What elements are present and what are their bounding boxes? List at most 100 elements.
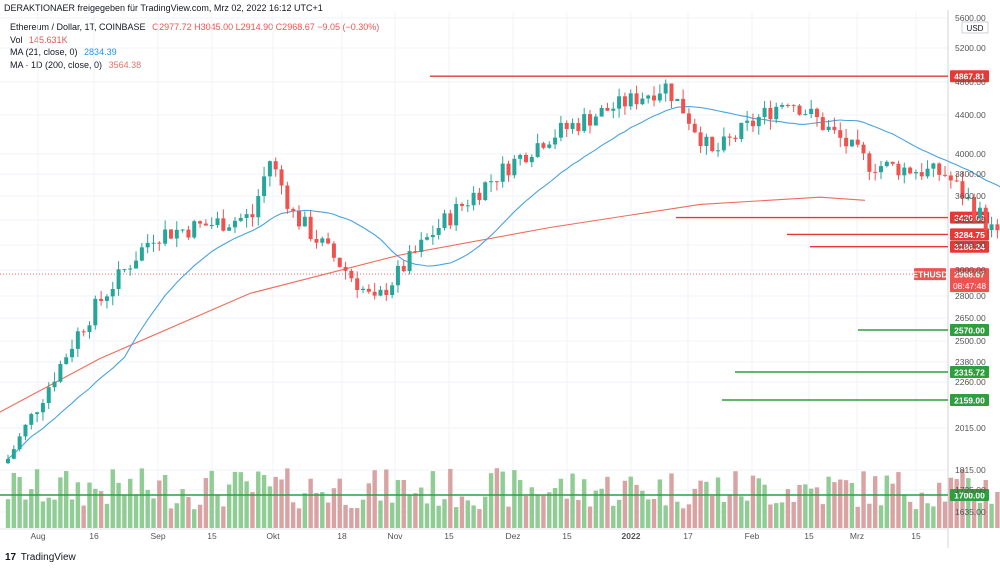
volume-bar bbox=[535, 494, 540, 528]
volume-bar bbox=[308, 478, 313, 528]
candle-body bbox=[361, 288, 366, 291]
volume-bar bbox=[104, 503, 110, 528]
candle-body bbox=[128, 268, 133, 270]
candle-body bbox=[285, 185, 290, 209]
candle-body bbox=[250, 214, 255, 218]
candle-body bbox=[657, 93, 662, 101]
candle-body bbox=[40, 403, 45, 413]
candle-body bbox=[384, 289, 389, 296]
volume-bar bbox=[355, 508, 360, 528]
candle-body bbox=[145, 242, 150, 248]
candle-body bbox=[756, 117, 761, 127]
price-tick-label: 1725.00 bbox=[955, 485, 986, 495]
volume-bar bbox=[290, 502, 296, 528]
volume-bar bbox=[715, 477, 721, 528]
volume-bar bbox=[657, 479, 663, 528]
time-tick-label: 15 bbox=[562, 531, 572, 541]
candle-body bbox=[710, 136, 715, 151]
candle-body bbox=[884, 161, 889, 167]
volume-bar bbox=[186, 497, 191, 528]
candle-body bbox=[500, 163, 505, 182]
volume-bar bbox=[552, 487, 558, 528]
candle-body bbox=[454, 203, 459, 226]
volume-bar bbox=[494, 468, 500, 528]
legend-ma21-row: MA (21, close, 0) 2834.39 bbox=[10, 46, 379, 59]
candle-body bbox=[291, 208, 296, 211]
volume-bar bbox=[721, 502, 727, 528]
volume-bar bbox=[646, 499, 651, 528]
volume-bar bbox=[919, 492, 924, 528]
volume-bar bbox=[471, 505, 476, 528]
candle-body bbox=[35, 412, 40, 415]
candle-body bbox=[110, 289, 115, 297]
volume-bar bbox=[692, 488, 697, 528]
candle-body bbox=[948, 175, 953, 181]
volume-bar bbox=[808, 488, 814, 528]
volume-level-badge bbox=[950, 489, 989, 501]
share-attribution: DERAKTIONAER freigegeben für TradingView… bbox=[4, 3, 323, 13]
volume-bar bbox=[384, 469, 389, 528]
candle-body bbox=[640, 98, 645, 105]
candle-body bbox=[529, 156, 534, 163]
candle-body bbox=[541, 143, 546, 148]
candle-body bbox=[803, 114, 808, 116]
volume-bar bbox=[93, 488, 98, 528]
volume-bar bbox=[558, 478, 564, 528]
time-tick-label: 16 bbox=[89, 531, 99, 541]
volume-bar bbox=[820, 504, 825, 528]
candle-body bbox=[75, 331, 80, 349]
candle-body bbox=[972, 197, 977, 218]
legend-ma21-value: 2834.39 bbox=[84, 47, 117, 57]
candle-body bbox=[675, 98, 680, 101]
volume-bar bbox=[517, 480, 523, 528]
legend-ma200-value: 3564.38 bbox=[108, 59, 142, 70]
candle-body bbox=[785, 104, 790, 106]
volume-bar bbox=[995, 491, 1000, 528]
price-tick-label: 4400.00 bbox=[955, 110, 986, 120]
time-axis: Aug 16 Sep 15 Okt 18 Nov 15 Dez 15 2022 17 Feb 15 Mrz 1… bbox=[0, 528, 948, 541]
volume-bar bbox=[296, 508, 302, 528]
support-level-badge-text: 2570.00 bbox=[954, 326, 985, 336]
volume-bar bbox=[168, 508, 174, 528]
volume-bar bbox=[128, 478, 133, 528]
volume-bars bbox=[5, 468, 1000, 528]
candle-body bbox=[814, 108, 819, 118]
candle-body bbox=[977, 207, 982, 218]
candle-body bbox=[890, 161, 895, 164]
volume-bar bbox=[98, 491, 104, 528]
price-axis: 5600.00 5200.00 4800.00 4400.00 4000.00 3800.… bbox=[955, 13, 989, 517]
candle-body bbox=[908, 167, 913, 174]
candle-body bbox=[186, 229, 191, 238]
volume-bar bbox=[209, 470, 214, 528]
volume-bar bbox=[733, 471, 738, 528]
volume-bar bbox=[506, 506, 511, 528]
currency-label: USD bbox=[967, 24, 984, 33]
price-tick-label: 3800.00 bbox=[955, 169, 986, 179]
volume-bar bbox=[774, 503, 779, 528]
volume-bar bbox=[29, 489, 34, 528]
candle-body bbox=[11, 449, 16, 459]
volume-bar bbox=[424, 503, 430, 528]
tradingview-logo-text: TradingView bbox=[20, 552, 76, 563]
tradingview-logo[interactable]: 17 TradingView bbox=[5, 552, 76, 563]
candle-body bbox=[954, 180, 959, 182]
candle-body bbox=[791, 105, 796, 107]
volume-bar bbox=[838, 479, 843, 528]
volume-bar bbox=[884, 475, 890, 528]
candle-body bbox=[244, 214, 249, 218]
candle-body bbox=[448, 213, 453, 226]
candle-body bbox=[471, 192, 476, 206]
candle-body bbox=[6, 458, 10, 464]
resistance-level-badge-text: 3284.75 bbox=[954, 230, 985, 240]
candle-body bbox=[512, 158, 517, 176]
candle-body bbox=[227, 227, 232, 231]
volume-bar bbox=[727, 495, 732, 528]
volume-bar bbox=[942, 501, 948, 528]
volume-bar bbox=[698, 480, 703, 528]
volume-bar bbox=[587, 506, 593, 528]
volume-level-badge-text: 1700.00 bbox=[954, 491, 985, 501]
candle-body bbox=[430, 235, 435, 238]
candle-body bbox=[58, 363, 63, 382]
candle-body bbox=[762, 107, 767, 118]
